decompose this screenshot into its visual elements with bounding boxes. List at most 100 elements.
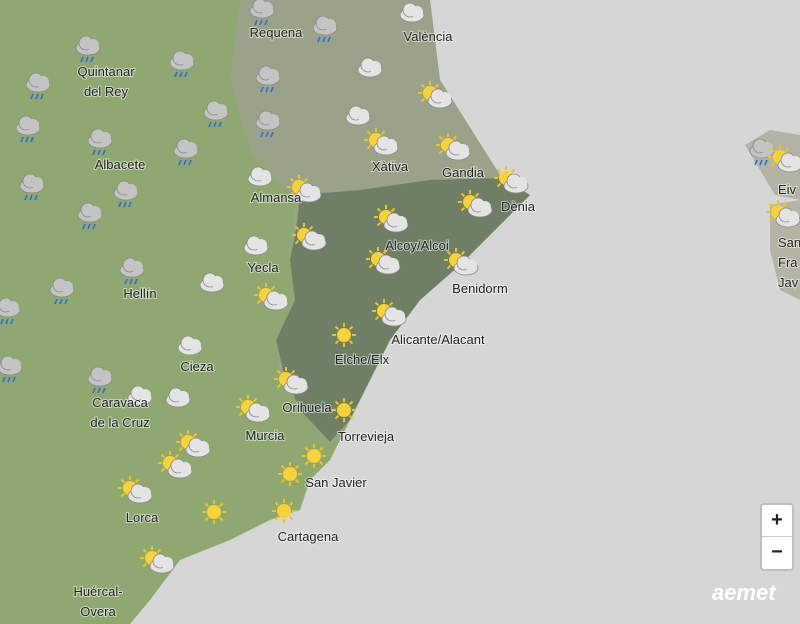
city-label: Quintanar bbox=[77, 64, 135, 79]
rain bbox=[20, 136, 24, 143]
city-label: Caravaca bbox=[92, 395, 148, 410]
rain bbox=[30, 136, 34, 143]
cloud bbox=[387, 258, 399, 270]
weather-icon bbox=[768, 145, 800, 173]
sun-ray bbox=[294, 225, 300, 231]
rain bbox=[29, 194, 33, 201]
rain bbox=[102, 387, 106, 394]
cloud bbox=[189, 339, 201, 351]
rain bbox=[54, 298, 58, 305]
sun-ray bbox=[274, 501, 280, 507]
sun-ray bbox=[294, 464, 300, 470]
rain bbox=[124, 278, 128, 285]
weather-icon bbox=[255, 65, 281, 93]
city-label: Gandia bbox=[442, 165, 485, 180]
sun-ray bbox=[784, 147, 790, 153]
rain bbox=[80, 56, 84, 63]
weather-icon bbox=[77, 202, 103, 230]
sun bbox=[207, 505, 221, 519]
sun-ray bbox=[446, 264, 452, 270]
weather-icon bbox=[19, 173, 45, 201]
cloud bbox=[267, 114, 279, 126]
rain bbox=[25, 136, 29, 143]
sun-ray bbox=[318, 446, 324, 452]
weather-icon bbox=[332, 323, 356, 347]
city-label: Eiv bbox=[778, 182, 797, 197]
cloud bbox=[385, 139, 397, 151]
city-label: Murcia bbox=[245, 428, 285, 443]
rain bbox=[97, 149, 101, 156]
rain bbox=[260, 86, 264, 93]
cloud bbox=[185, 142, 197, 154]
sun-ray bbox=[178, 446, 184, 452]
sun-ray bbox=[382, 249, 388, 255]
rain bbox=[30, 93, 34, 100]
rain bbox=[265, 86, 269, 93]
sun-ray bbox=[434, 83, 440, 89]
cloud bbox=[211, 276, 223, 288]
sun-ray bbox=[174, 453, 180, 459]
weather-icon bbox=[364, 128, 399, 156]
weather-icon bbox=[254, 283, 289, 311]
sun-ray bbox=[204, 502, 210, 508]
sun-ray bbox=[770, 161, 776, 167]
sun-ray bbox=[460, 192, 466, 198]
weather-icon bbox=[15, 115, 41, 143]
alicante-province bbox=[276, 178, 530, 442]
sun-ray bbox=[438, 135, 444, 141]
cloud bbox=[411, 6, 423, 18]
sun-ray bbox=[120, 478, 126, 484]
rain bbox=[208, 121, 212, 128]
city-label: de la Cruz bbox=[90, 415, 149, 430]
weather-icon bbox=[458, 190, 493, 218]
weather-icon bbox=[374, 205, 409, 233]
weather-icon bbox=[165, 387, 191, 408]
weather-icon bbox=[113, 180, 139, 208]
cloud bbox=[179, 462, 191, 474]
sun-ray bbox=[294, 478, 300, 484]
rain bbox=[178, 159, 182, 166]
city-label: Cartagena bbox=[278, 529, 339, 544]
city-label: Yecla bbox=[247, 260, 279, 275]
weather-icon bbox=[494, 166, 529, 194]
cloud bbox=[37, 76, 49, 88]
rain bbox=[92, 223, 96, 230]
cloud bbox=[61, 281, 73, 293]
weather-icon bbox=[25, 72, 51, 100]
sun-ray bbox=[280, 478, 286, 484]
rain bbox=[184, 71, 188, 78]
sun-ray bbox=[420, 83, 426, 89]
weather-icon bbox=[202, 500, 226, 524]
weather-icon bbox=[0, 297, 21, 325]
zoom-in[interactable]: + bbox=[762, 505, 792, 537]
rain bbox=[129, 278, 133, 285]
sun-ray bbox=[782, 202, 788, 208]
weather-icon bbox=[173, 138, 199, 166]
cloud bbox=[139, 487, 151, 499]
sun-ray bbox=[178, 432, 184, 438]
sun-ray bbox=[768, 202, 774, 208]
sun-ray bbox=[288, 515, 294, 521]
weather-icon bbox=[302, 444, 326, 468]
sun-ray bbox=[390, 207, 396, 213]
sun-ray bbox=[318, 460, 324, 466]
zoom-out[interactable]: − bbox=[771, 541, 783, 563]
sun-ray bbox=[334, 339, 340, 345]
cloud bbox=[324, 19, 336, 31]
sun-ray bbox=[218, 516, 224, 522]
sun-ray bbox=[238, 397, 244, 403]
sun bbox=[337, 328, 351, 342]
rain bbox=[317, 36, 321, 43]
city-label: San Javier bbox=[305, 475, 367, 490]
logo: aemet bbox=[712, 580, 776, 605]
weather-icon bbox=[203, 100, 229, 128]
sun-ray bbox=[348, 325, 354, 331]
rain bbox=[254, 19, 258, 26]
weather-icon bbox=[278, 462, 302, 486]
sun-ray bbox=[252, 397, 258, 403]
cloud bbox=[515, 177, 527, 189]
rain bbox=[5, 318, 9, 325]
sun-ray bbox=[289, 177, 295, 183]
rain bbox=[90, 56, 94, 63]
cloud bbox=[439, 92, 451, 104]
